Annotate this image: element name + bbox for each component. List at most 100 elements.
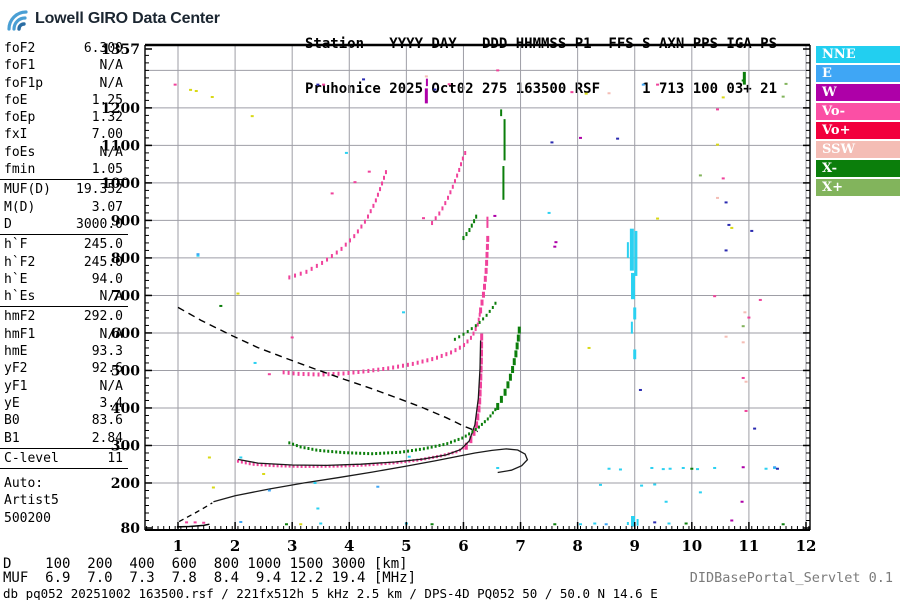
parameter-row-b1: B1 2.84 [0,430,128,447]
parameter-label: foF2 [4,41,36,56]
parameter-row-foep: foEp 1.32 [0,109,128,126]
legend-item-vo: Vo+ [816,122,900,139]
parameter-label: yF2 [4,361,28,377]
parameter-label: h`Es [4,289,36,305]
parameter-value: N/A [99,144,123,160]
bars-w-column [424,78,428,104]
trace-o-trace-2nd-cusp [479,235,490,314]
scatter-noise-ssw [424,75,748,383]
scatter-noise-x-plus [698,82,788,328]
d-distance-row: D 100 200 400 600 800 1000 1500 3000 [km… [3,556,408,572]
trace-o-trace-1st-cusp [464,333,484,450]
plot-traces [176,151,529,528]
bars-es-column-9mhz [626,228,639,527]
parameter-label: h`F2 [4,254,36,270]
parameter-label: yE [4,395,20,411]
y-tick-label: 1200 [101,101,140,117]
muf-row: MUF 6.9 7.0 7.3 7.8 8.4 9.4 12.2 19.4 [M… [3,570,417,586]
scatter-noise-x-minus [219,79,785,526]
logo-title: Lowell GIRO Data Center [35,10,220,27]
parameter-label: hmF2 [4,309,36,325]
parameter-label: h`E [4,271,28,287]
parameter-row-md: M(D) 3.07 [0,199,128,216]
station-header-values: Pruhonice 2025 Oct02 275 163500 RSF 1 71… [305,81,778,97]
parameter-row-foe: foE 1.25 [0,92,128,109]
y-tick-label: 400 [111,401,140,417]
parameter-value: N/A [99,326,123,342]
scatter-noise-navy [316,78,779,524]
parameter-label: B0 [4,413,20,429]
parameter-label: fxI [4,127,28,143]
parameter-row-fof1: foF1 N/A [0,57,128,74]
parameter-value: 92.6 [91,361,123,377]
parameter-value: 11 [107,450,123,466]
trace-muf-transmission-curve [177,306,478,433]
parameter-label: foE [4,92,28,108]
x-tick-label: 11 [738,537,759,555]
parameter-label: C-level [4,450,59,466]
x-tick-label: 8 [572,537,582,555]
scatter-noise-w [493,136,745,522]
parameter-value: 292.0 [83,309,123,325]
y-tick-label: 600 [111,326,140,342]
plot-bars [424,71,746,527]
x-tick-label: 10 [681,537,702,555]
parameter-value: N/A [99,75,123,91]
parameter-value: 245.0 [83,237,123,253]
parameter-label: hmF1 [4,326,36,342]
parameter-value: 1.25 [91,92,123,108]
parameter-value: N/A [99,378,123,394]
parameter-value: 93.3 [91,344,123,360]
x-tick-label: 1 [173,537,183,555]
parameter-label: foEs [4,144,36,160]
parameter-label: foF1p [4,75,44,91]
parameter-value: 1.05 [91,162,123,178]
legend-item-e: E [816,65,900,82]
parameter-group: hmF2 292.0 hmF1 N/A hmE 93.3 yF2 92.6 yF1 N/A yE 3.… [0,307,128,449]
parameter-row-fxi: fxI 7.00 [0,126,128,143]
parameter-group: h`F 245.0 h`F2 245.0 h`E 94.0 h`Es N/A [0,235,128,308]
trace-o-trace-4th [431,151,467,226]
legend-item-x: X- [816,160,900,177]
servlet-credit: DIDBasePortal_Servlet 0.1 [689,570,893,586]
legend-item-ssw: SSW [816,141,900,158]
parameter-row-foes: foEs N/A [0,144,128,161]
autoscaling-block: Auto: Artist5 500200 [0,469,128,527]
parameter-label: B1 [4,430,20,446]
parameter-label: foF1 [4,58,36,74]
x-tick-label: 9 [630,537,640,555]
y-tick-label: 500 [111,363,140,379]
giro-logo[interactable]: Lowell GIRO Data Center [6,4,220,34]
parameter-value: 3.07 [91,199,123,215]
trace-o-trace-3rd [288,170,387,280]
x-tick-label: 4 [344,537,354,555]
legend-item-nne: NNE [816,46,900,63]
parameter-group: foF2 6.300 foF1 N/A foF1p N/A foE 1.25 foEp 1.32 f… [0,39,128,181]
polarization-legend: NNE E W Vo- Vo+ SSW X- X+ [816,46,900,198]
trace-true-height-profile [213,448,529,503]
parameter-value: 3.4 [99,395,123,411]
x-tick-label: 2 [230,537,240,555]
station-header: Station YYYY DAY DDD HHMMSS P1 FFS S AXN… [305,7,777,112]
x-tick-label: 6 [458,537,468,555]
parameter-row-ye: yE 3.4 [0,395,128,412]
parameter-row-hf: h`F 245.0 [0,236,128,253]
y-tick-label: 900 [111,213,140,229]
trace-x-trace-1st-cusp [496,326,521,410]
y-tick-label: 700 [111,288,140,304]
parameter-label: MUF(D) [4,182,51,198]
x-tick-label: 7 [515,537,525,555]
scatter-noise-e [196,83,777,526]
trace-valley-dashed [178,502,213,523]
x-tick-label: 12 [796,537,817,555]
trace-x-trace-1st [288,408,497,456]
parameter-value: 2.84 [91,430,123,446]
parameter-row-hme: hmE 93.3 [0,343,128,360]
giro-wave-icon [7,10,28,31]
bars-o-high-column [486,216,489,228]
trace-o-trace-2nd [282,312,481,377]
parameter-row-fmin: fmin 1.05 [0,161,128,178]
parameter-row-he: h`E 94.0 [0,271,128,288]
